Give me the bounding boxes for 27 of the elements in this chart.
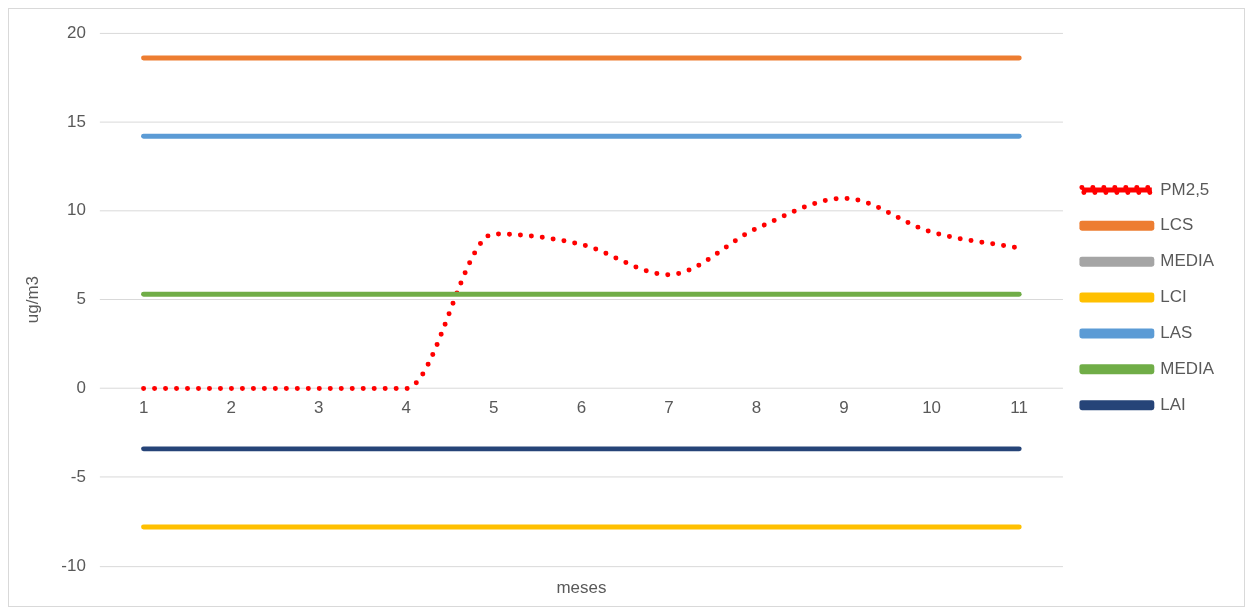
x-tick-label: 5 bbox=[489, 398, 499, 418]
y-tick-label: -5 bbox=[70, 466, 86, 486]
x-tick-label: 7 bbox=[664, 398, 674, 418]
y-tick-label: 20 bbox=[66, 22, 86, 42]
x-tick-label: 9 bbox=[839, 398, 849, 418]
y-tick-label: 15 bbox=[66, 111, 86, 131]
x-tick-label: 6 bbox=[576, 398, 587, 418]
y-axis-title: ug/m3 bbox=[22, 276, 42, 324]
y-tick-label: -10 bbox=[61, 555, 86, 575]
legend-label: MEDIA bbox=[1160, 251, 1215, 271]
x-tick-label: 11 bbox=[1010, 398, 1028, 418]
x-tick-label: 10 bbox=[922, 398, 942, 418]
y-tick-label: 0 bbox=[76, 378, 86, 398]
legend-label: MEDIA bbox=[1160, 358, 1215, 378]
legend-label: LAI bbox=[1160, 394, 1186, 414]
legend-label: PM2,5 bbox=[1160, 179, 1210, 199]
legend-label: LCI bbox=[1160, 287, 1187, 307]
x-tick-label: 8 bbox=[751, 398, 762, 418]
x-tick-label: 1 bbox=[138, 398, 149, 418]
legend-label: LCS bbox=[1160, 215, 1194, 235]
y-tick-label: 5 bbox=[76, 289, 86, 309]
x-tick-label: 3 bbox=[314, 398, 324, 418]
x-axis-title: meses bbox=[556, 577, 607, 597]
legend-label: LAS bbox=[1160, 323, 1193, 343]
x-tick-label: 2 bbox=[226, 398, 236, 418]
y-tick-label: 10 bbox=[66, 200, 86, 220]
x-tick-label: 4 bbox=[401, 398, 411, 418]
